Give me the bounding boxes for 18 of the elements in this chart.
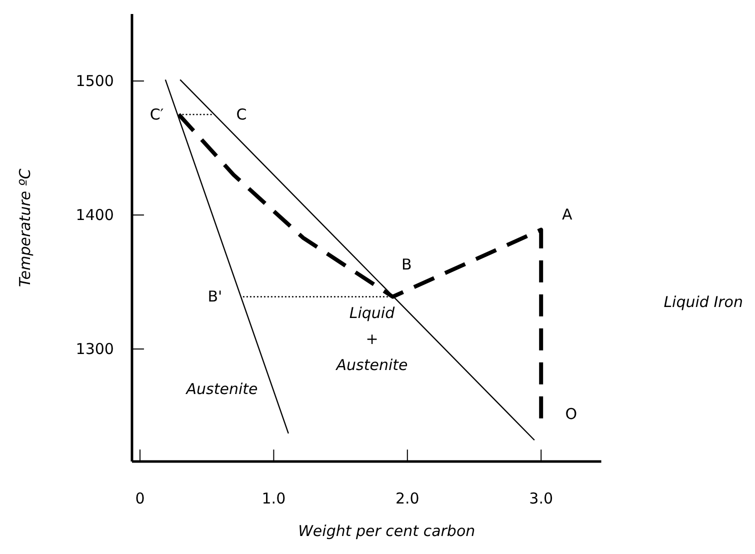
x-tick-label: 2.0 (395, 490, 420, 508)
annotation: Liquid + Austenite (335, 304, 408, 374)
annotation: Austenite (185, 380, 258, 398)
x-tick-label: 1.0 (262, 490, 286, 508)
annotation: B' (208, 288, 222, 306)
y-tick-label: 1300 (76, 340, 114, 358)
y-tick-label: 1400 (76, 206, 114, 224)
y-axis-title: Temperature ºC (16, 168, 34, 287)
annotation: A (562, 206, 573, 224)
annotation: O (565, 405, 578, 424)
text: Liquid Iron (664, 293, 743, 311)
annotation: C (236, 106, 247, 124)
x-axis-title: Weight per cent carbon (298, 522, 476, 540)
annotation: C′ (150, 106, 164, 124)
annotation: B (402, 256, 412, 274)
y-tick-label: 1500 (76, 72, 114, 90)
x-tick-label: 0 (135, 490, 145, 508)
x-tick-label: 3.0 (529, 490, 554, 508)
